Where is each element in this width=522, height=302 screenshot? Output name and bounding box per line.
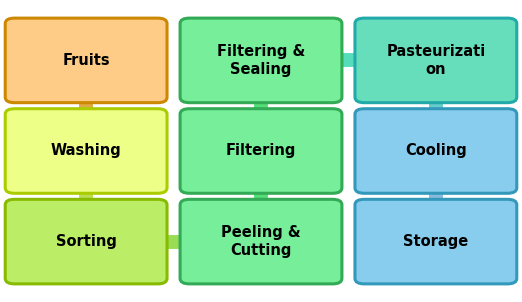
FancyBboxPatch shape — [180, 109, 342, 193]
FancyBboxPatch shape — [355, 199, 517, 284]
Text: Peeling &
Cutting: Peeling & Cutting — [221, 225, 301, 259]
FancyBboxPatch shape — [180, 18, 342, 103]
Text: Cooling: Cooling — [405, 143, 467, 159]
Text: Sorting: Sorting — [56, 234, 116, 249]
Text: Storage: Storage — [403, 234, 469, 249]
Text: Filtering &
Sealing: Filtering & Sealing — [217, 43, 305, 77]
FancyBboxPatch shape — [5, 18, 167, 103]
Text: Filtering: Filtering — [226, 143, 296, 159]
FancyBboxPatch shape — [355, 109, 517, 193]
FancyBboxPatch shape — [5, 109, 167, 193]
Text: Washing: Washing — [51, 143, 122, 159]
FancyBboxPatch shape — [180, 199, 342, 284]
FancyBboxPatch shape — [5, 199, 167, 284]
Text: Pasteurizati
on: Pasteurizati on — [386, 43, 485, 77]
Text: Fruits: Fruits — [62, 53, 110, 68]
FancyBboxPatch shape — [355, 18, 517, 103]
